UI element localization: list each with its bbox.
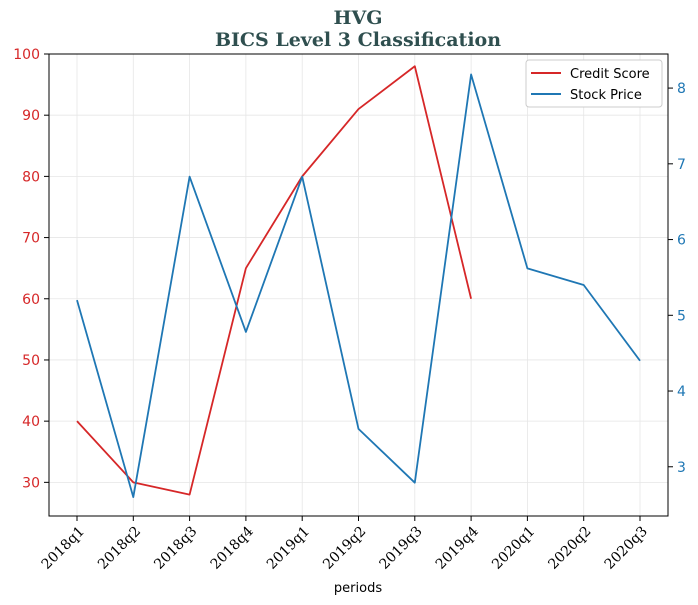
left-tick-label: 40 — [22, 414, 40, 430]
left-tick-label: 60 — [22, 292, 40, 308]
legend: Credit Score Stock Price — [525, 59, 663, 108]
right-tick-label: 7 — [677, 157, 686, 173]
chart-subtitle: BICS Level 3 Classification — [215, 29, 501, 51]
x-tick-label: 2018q4 — [208, 523, 257, 572]
right-tick-label: 6 — [677, 233, 686, 249]
left-tick-label: 80 — [22, 169, 40, 185]
x-tick-label: 2019q4 — [433, 523, 482, 572]
x-tick-label: 2020q1 — [489, 524, 538, 573]
grid-lines — [49, 53, 668, 516]
x-tick-label: 2019q3 — [376, 524, 425, 573]
right-tick-label: 5 — [677, 308, 686, 324]
left-tick-label: 50 — [22, 353, 40, 369]
x-tick-label: 2018q1 — [39, 524, 88, 573]
left-tick-label: 30 — [22, 475, 40, 491]
left-tick-label: 100 — [13, 47, 40, 63]
chart-title: HVG — [334, 7, 383, 29]
x-axis: 2018q1 2018q2 2018q3 2018q4 2019q1 2019q2 2019… — [39, 516, 651, 573]
left-y-axis: 30 40 50 60 70 80 90 100 — [13, 47, 49, 491]
legend-label: Stock Price — [570, 88, 642, 103]
legend-label: Credit Score — [570, 67, 650, 82]
series-lines — [76, 65, 641, 498]
right-y-axis: 3 4 5 6 7 8 — [668, 81, 686, 476]
x-tick-label: 2020q3 — [602, 524, 651, 573]
series-line-credit-score — [76, 65, 472, 496]
legend-box — [525, 59, 663, 108]
right-tick-label: 3 — [677, 460, 686, 476]
left-tick-label: 70 — [22, 231, 40, 247]
x-axis-label: periods — [334, 581, 382, 596]
x-tick-label: 2019q2 — [320, 524, 369, 573]
x-tick-label: 2020q2 — [545, 524, 594, 573]
x-tick-label: 2019q1 — [264, 524, 313, 573]
right-tick-label: 8 — [677, 81, 686, 97]
left-tick-label: 90 — [22, 108, 40, 124]
x-tick-label: 2018q2 — [95, 524, 144, 573]
right-tick-label: 4 — [677, 384, 686, 400]
x-tick-label: 2018q3 — [151, 524, 200, 573]
series-line-stock-price — [76, 73, 641, 498]
